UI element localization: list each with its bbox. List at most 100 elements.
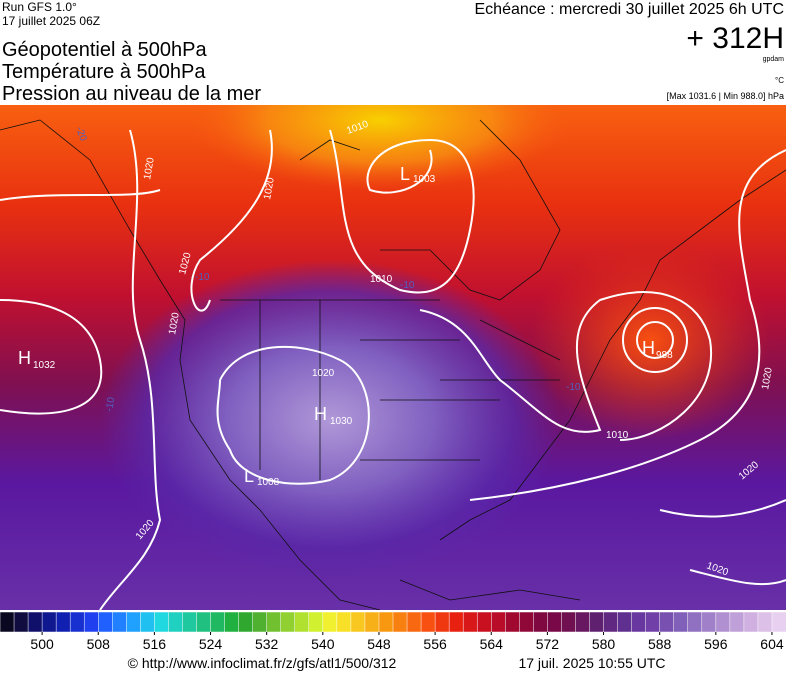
- color-swatch: [575, 611, 591, 633]
- color-swatch: [168, 611, 184, 633]
- color-swatch: [547, 611, 563, 633]
- tick-label: 516: [143, 636, 167, 652]
- minmax: [Max 1031.6 | Min 988.0] hPa: [667, 91, 784, 101]
- color-swatch: [13, 611, 29, 633]
- color-swatch: [350, 611, 366, 633]
- pressure-center: L: [244, 466, 254, 486]
- isobar-label: 1020: [167, 311, 182, 335]
- isobar: [419, 291, 713, 441]
- temp-label: -10: [400, 280, 415, 291]
- isobar: [99, 129, 162, 610]
- lead-time: + 312H: [686, 22, 784, 55]
- color-swatch: [715, 611, 731, 633]
- color-swatch: [154, 611, 170, 633]
- isobar: [190, 129, 273, 312]
- tick-label: 588: [648, 636, 672, 652]
- color-swatch: [505, 611, 521, 633]
- color-swatch: [280, 611, 296, 633]
- color-swatch: [589, 611, 605, 633]
- color-swatch: [645, 611, 661, 633]
- color-swatch: [196, 611, 212, 633]
- color-swatch: [673, 611, 689, 633]
- color-swatch: [294, 611, 310, 633]
- title: Température à 500hPa: [2, 61, 206, 83]
- color-swatch: [603, 611, 619, 633]
- color-swatch: [41, 611, 57, 633]
- map: H 1032 L 1003 H 1030 L 1008 H 988 1020 1…: [0, 105, 786, 610]
- color-swatch: [112, 611, 128, 633]
- tick-label: 548: [367, 636, 391, 652]
- title: Géopotentiel à 500hPa: [2, 39, 207, 61]
- colorbar: 500 508 516 524 532 540 548 556 564 572 580 588 596 6…: [0, 611, 786, 652]
- color-swatch: [434, 611, 450, 633]
- color-swatch: [126, 611, 142, 633]
- color-swatch: [98, 611, 114, 633]
- color-swatch: [420, 611, 436, 633]
- tick-label: 596: [704, 636, 728, 652]
- source-url: © http://www.infoclimat.fr/z/gfs/atl1/50…: [128, 655, 397, 671]
- color-swatch: [448, 611, 464, 633]
- color-swatch: [701, 611, 717, 633]
- pressure-value: 1003: [413, 174, 436, 185]
- isobar-label: 1020: [262, 176, 277, 200]
- color-swatch: [238, 611, 254, 633]
- color-swatch: [182, 611, 198, 633]
- tick-label: 604: [760, 636, 784, 652]
- tick-label: 524: [199, 636, 223, 652]
- color-swatch: [364, 611, 380, 633]
- timestamp: 17 juil. 2025 10:55 UTC: [518, 655, 665, 671]
- temp-label: -10: [104, 396, 117, 413]
- tick-label: 564: [480, 636, 504, 652]
- color-swatch: [27, 611, 43, 633]
- isobar: [329, 129, 475, 294]
- color-swatch: [308, 611, 324, 633]
- isobar: [216, 345, 370, 485]
- pressure-value: 988: [656, 350, 673, 361]
- unit: °C: [775, 76, 784, 85]
- color-swatch: [687, 611, 703, 633]
- color-swatch: [55, 611, 71, 633]
- isobar: [469, 149, 786, 501]
- color-swatch: [743, 611, 759, 633]
- tick-label: 572: [536, 636, 560, 652]
- coastline: [0, 119, 786, 610]
- color-swatch: [406, 611, 422, 633]
- temp-label: -10: [566, 382, 581, 393]
- color-swatch: [617, 611, 633, 633]
- isobar: [636, 321, 674, 359]
- tick-label: 532: [255, 636, 279, 652]
- tick-label: 540: [311, 636, 335, 652]
- pressure-value: 1030: [330, 416, 353, 427]
- color-swatch: [336, 611, 352, 633]
- pressure-value: 1008: [257, 477, 280, 488]
- color-swatch: [771, 611, 786, 633]
- color-swatch: [266, 611, 282, 633]
- color-swatch: [561, 611, 577, 633]
- color-swatch: [729, 611, 745, 633]
- color-swatch: [659, 611, 675, 633]
- isobar: [0, 189, 161, 201]
- isobar-label: 1020: [760, 366, 775, 390]
- isobar-label: 1020: [142, 156, 157, 180]
- color-swatch: [224, 611, 240, 633]
- unit: gpdam: [763, 56, 785, 63]
- pressure-value: 1032: [33, 360, 56, 371]
- tick-label: 580: [592, 636, 616, 652]
- pressure-center: H: [314, 404, 327, 424]
- color-swatch: [476, 611, 493, 633]
- tick-label: 500: [30, 636, 54, 652]
- color-swatch: [252, 611, 268, 633]
- warm-area: [530, 240, 770, 440]
- valid-time: Echéance : mercredi 30 juillet 2025 6h U…: [475, 1, 785, 18]
- color-swatch: [83, 611, 100, 633]
- pressure-center: H: [642, 338, 655, 358]
- color-swatch: [378, 611, 394, 633]
- color-swatch: [322, 611, 338, 633]
- warm-area: [190, 105, 570, 190]
- color-swatch: [757, 611, 773, 633]
- pressure-center: L: [400, 164, 410, 184]
- isobar: [0, 299, 103, 415]
- color-swatch: [462, 611, 478, 633]
- isobar-label: 1010: [370, 274, 393, 285]
